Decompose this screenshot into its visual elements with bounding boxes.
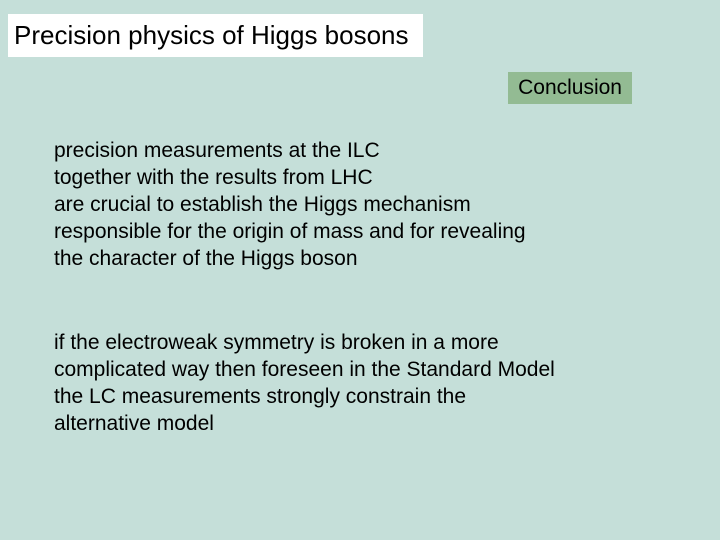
p1-line3: are crucial to establish the Higgs mecha… bbox=[54, 192, 654, 219]
conclusion-label: Conclusion bbox=[508, 72, 632, 104]
p1-line1: precision measurements at the ILC bbox=[54, 138, 654, 165]
p2-line3: the LC measurements strongly constrain t… bbox=[54, 384, 654, 411]
page-title: Precision physics of Higgs bosons bbox=[8, 14, 423, 57]
paragraph-2: if the electroweak symmetry is broken in… bbox=[54, 330, 654, 438]
p2-line1: if the electroweak symmetry is broken in… bbox=[54, 330, 654, 357]
p2-line2: complicated way then foreseen in the Sta… bbox=[54, 357, 654, 384]
p1-line2: together with the results from LHC bbox=[54, 165, 654, 192]
p1-line5: the character of the Higgs boson bbox=[54, 246, 654, 273]
p1-line4: responsible for the origin of mass and f… bbox=[54, 219, 654, 246]
paragraph-1: precision measurements at the ILC togeth… bbox=[54, 138, 654, 272]
p2-line4: alternative model bbox=[54, 411, 654, 438]
